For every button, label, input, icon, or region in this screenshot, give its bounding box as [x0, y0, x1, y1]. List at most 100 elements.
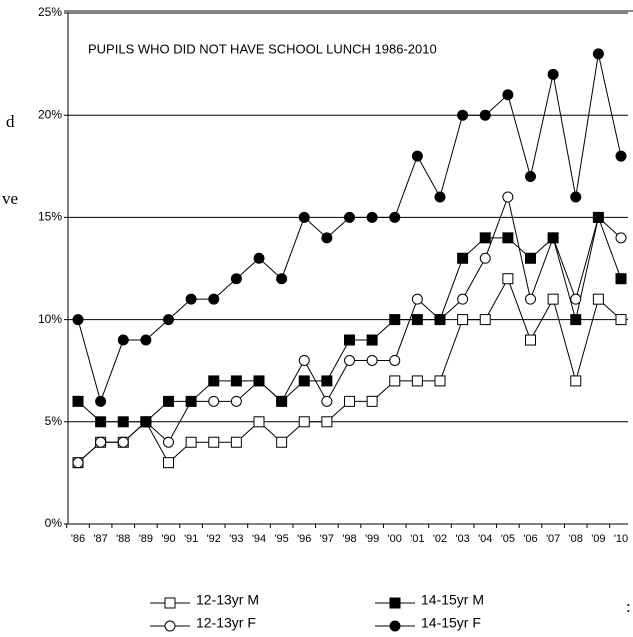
data-point — [253, 416, 265, 428]
data-point — [570, 293, 582, 305]
data-point — [389, 375, 401, 387]
y-tick-label: 5% — [45, 414, 63, 428]
data-point — [502, 191, 514, 203]
data-point — [457, 293, 469, 305]
x-tick-label: '06 — [523, 533, 537, 545]
x-tick-label: '93 — [229, 533, 243, 545]
data-point — [615, 273, 627, 285]
data-point — [298, 354, 310, 366]
data-point — [479, 109, 491, 121]
data-point — [163, 314, 174, 326]
x-tick-label: '89 — [139, 533, 153, 545]
data-point — [276, 436, 288, 448]
legend-label: 14-15yr M — [421, 592, 484, 608]
data-point — [525, 293, 536, 305]
data-point — [140, 416, 152, 428]
x-tick-label: '09 — [591, 533, 605, 545]
data-point — [344, 354, 355, 366]
legend-marker — [389, 597, 401, 609]
data-point — [95, 416, 107, 428]
data-point — [389, 314, 401, 326]
x-tick-label: '95 — [274, 533, 288, 545]
x-tick-label: '99 — [365, 533, 379, 545]
data-point — [344, 395, 355, 407]
data-point — [592, 211, 604, 223]
side-text: d — [6, 112, 15, 131]
x-tick-label: '05 — [501, 533, 515, 545]
data-point — [479, 252, 491, 264]
data-point — [185, 395, 197, 407]
x-tick-label: '90 — [161, 533, 175, 545]
x-tick-label: '96 — [297, 533, 311, 545]
data-point — [230, 375, 242, 387]
data-point — [411, 375, 423, 387]
data-point — [344, 211, 355, 223]
data-point — [615, 314, 627, 326]
data-point — [411, 314, 423, 326]
data-point — [72, 457, 84, 469]
data-point — [298, 416, 310, 428]
data-point — [570, 314, 582, 326]
data-point — [366, 334, 378, 346]
x-tick-label: '86 — [71, 533, 85, 545]
data-point — [366, 211, 378, 223]
legend-label: 12-13yr F — [196, 615, 256, 631]
series-line — [77, 53, 622, 403]
data-point — [411, 293, 423, 305]
data-point — [95, 395, 107, 407]
legend-marker — [164, 620, 176, 632]
x-tick-label: '01 — [410, 533, 424, 545]
data-point — [208, 293, 220, 305]
data-point — [434, 314, 446, 326]
data-point — [208, 436, 220, 448]
y-tick-label: 0% — [45, 516, 63, 530]
data-point — [457, 314, 469, 326]
data-point — [502, 89, 514, 101]
data-point — [479, 232, 491, 244]
data-point — [525, 252, 536, 264]
series-line — [77, 277, 622, 464]
data-point — [276, 395, 288, 407]
x-tick-label: '87 — [93, 533, 107, 545]
data-point — [208, 395, 220, 407]
data-point — [72, 314, 84, 326]
y-tick-label: 25% — [38, 5, 62, 19]
data-point — [321, 395, 333, 407]
data-point — [140, 334, 152, 346]
chart-title: PUPILS WHO DID NOT HAVE SCHOOL LUNCH 198… — [88, 41, 437, 56]
data-point — [547, 232, 559, 244]
legend-label: 14-15yr F — [421, 615, 481, 631]
x-tick-label: '02 — [433, 533, 447, 545]
data-point — [298, 211, 310, 223]
data-point — [230, 273, 242, 285]
data-point — [321, 416, 333, 428]
data-point — [615, 232, 627, 244]
y-tick-label: 20% — [38, 107, 62, 121]
side-text: ve — [2, 189, 18, 208]
x-tick-label: '03 — [455, 533, 469, 545]
data-point — [321, 232, 333, 244]
x-tick-label: '92 — [207, 533, 221, 545]
data-point — [547, 68, 559, 80]
x-tick-label: '07 — [546, 533, 560, 545]
side-text: : — [626, 597, 631, 616]
x-tick-label: '04 — [478, 533, 492, 545]
data-point — [525, 171, 536, 183]
data-point — [185, 293, 197, 305]
data-point — [253, 252, 265, 264]
data-point — [208, 375, 220, 387]
data-point — [117, 436, 129, 448]
data-point — [592, 48, 604, 60]
data-point — [570, 191, 582, 203]
x-tick-label: '98 — [342, 533, 356, 545]
series-line — [77, 195, 622, 464]
data-point — [117, 334, 129, 346]
data-point — [592, 293, 604, 305]
data-point — [502, 232, 514, 244]
x-tick-label: '97 — [320, 533, 334, 545]
legend-marker — [389, 620, 401, 632]
data-point — [163, 457, 174, 469]
data-point — [163, 395, 174, 407]
data-point — [411, 150, 423, 162]
